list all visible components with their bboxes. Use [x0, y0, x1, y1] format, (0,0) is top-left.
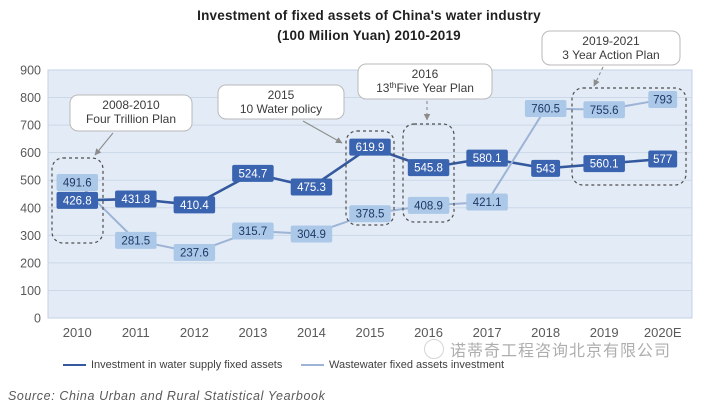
- data-label: 237.6: [180, 248, 209, 260]
- y-axis-tick-label: 100: [20, 284, 41, 298]
- y-axis-tick-label: 900: [20, 64, 41, 78]
- data-label-box: [648, 150, 678, 168]
- highlight-dashed-box: [571, 87, 687, 186]
- x-axis-tick-label: 2014: [297, 325, 326, 340]
- annotation-arrow: [94, 132, 114, 156]
- data-label: 281.5: [121, 235, 150, 247]
- data-label: 580.1: [473, 153, 502, 165]
- chart-title-line2: (100 Milion Yuan) 2010-2019: [277, 28, 461, 43]
- data-label-box: [173, 244, 216, 262]
- data-label-box: [349, 138, 391, 156]
- annotation-box: [357, 63, 493, 100]
- data-label-box: [290, 178, 333, 196]
- annotation-box: [541, 30, 681, 66]
- annotation-box: [217, 84, 345, 120]
- y-axis-tick-label: 700: [20, 119, 41, 133]
- data-label: 760.5: [531, 103, 560, 115]
- annotation-text-line2: 13thFive Year Plan: [376, 80, 474, 95]
- chart-legend: Investment in water supply fixed assets …: [0, 359, 702, 375]
- data-label: 421.1: [473, 197, 502, 209]
- x-axis-tick-label: 2016: [414, 325, 443, 340]
- source-note: Source: China Urban and Rural Statistica…: [8, 389, 326, 403]
- data-label: 475.3: [297, 182, 326, 194]
- annotation-text-line1: 2008-2010: [102, 98, 160, 112]
- data-label-box: [232, 222, 274, 240]
- x-axis-tick-label: 2010: [63, 325, 92, 340]
- y-axis-tick-label: 500: [20, 174, 41, 188]
- data-label: 431.8: [121, 194, 150, 206]
- data-label-box: [407, 196, 450, 214]
- y-axis-tick-label: 200: [20, 256, 41, 270]
- data-label-box: [466, 149, 508, 167]
- y-axis-tick-label: 300: [20, 229, 41, 243]
- chart-title: Investment of fixed assets of China's wa…: [0, 6, 702, 46]
- data-label: 577: [653, 154, 672, 166]
- data-label-box: [524, 99, 567, 117]
- annotation-text-line2: Four Trillion Plan: [86, 112, 176, 126]
- data-label: 378.5: [356, 209, 385, 221]
- x-axis-tick-label: 2018: [531, 325, 560, 340]
- data-label: 560.1: [590, 159, 619, 171]
- x-axis-tick-label: 2017: [473, 325, 502, 340]
- legend-swatch-water-supply: [63, 364, 86, 366]
- annotation-text-line1: 2016: [412, 67, 439, 81]
- highlight-dashed-box: [51, 157, 104, 244]
- x-axis-tick-label: 2013: [238, 325, 267, 340]
- legend-item-wastewater: Wastewater fixed assets investment: [301, 359, 504, 371]
- watermark-text: 诺蒂奇工程咨询北京有限公司: [450, 343, 672, 360]
- data-label: 543: [536, 163, 555, 175]
- data-label-box: [349, 205, 391, 223]
- y-axis-tick-label: 800: [20, 91, 41, 105]
- data-label: 426.8: [63, 195, 92, 207]
- annotation-box: [69, 94, 193, 132]
- data-label-box: [407, 159, 450, 177]
- annotation-text-line1: 2019-2021: [582, 34, 640, 48]
- data-label-box: [466, 193, 508, 211]
- annotation-text-line1: 2015: [268, 88, 295, 102]
- x-axis-tick-label: 2012: [180, 325, 209, 340]
- data-label: 408.9: [414, 200, 443, 212]
- investment-line-chart: 0 100 200 300 400 500 600 700 800 900 2010 2011 2012…: [20, 30, 693, 340]
- watermark: 诺蒂奇工程咨询北京有限公司: [424, 337, 671, 361]
- data-label-box: [56, 174, 99, 192]
- data-label: 755.6: [590, 105, 619, 117]
- legend-swatch-wastewater: [301, 364, 324, 366]
- x-axis-tick-label: 2011: [122, 325, 150, 340]
- data-label-box: [115, 231, 157, 249]
- data-label: 304.9: [297, 229, 326, 241]
- data-label: 524.7: [239, 168, 268, 180]
- data-label-box: [648, 90, 678, 108]
- legend-label-water-supply: Investment in water supply fixed assets: [91, 359, 283, 371]
- data-label-box: [115, 190, 157, 208]
- data-label: 410.4: [180, 200, 209, 212]
- highlight-dashed-box: [345, 130, 395, 226]
- chart-title-line1: Investment of fixed assets of China's wa…: [197, 8, 541, 23]
- data-label-box: [583, 101, 625, 119]
- x-axis-tick-label: 2019: [590, 325, 619, 340]
- data-label-box: [173, 196, 216, 214]
- data-label: 793: [653, 94, 672, 106]
- data-label: 491.6: [63, 178, 92, 190]
- watermark-logo-icon: [424, 339, 444, 359]
- data-label-box: [232, 164, 274, 182]
- data-label: 315.7: [239, 226, 268, 238]
- x-axis-tick-label: 2015: [356, 325, 385, 340]
- y-axis-tick-label: 400: [20, 201, 41, 215]
- data-label: 545.8: [414, 163, 443, 175]
- data-label-box: [56, 191, 99, 209]
- data-label-box: [290, 225, 333, 243]
- highlight-dashed-box: [402, 123, 455, 223]
- annotation-arrow: [302, 120, 343, 144]
- data-label-box: [583, 155, 625, 173]
- y-axis-tick-label: 0: [34, 312, 41, 326]
- legend-label-wastewater: Wastewater fixed assets investment: [329, 359, 505, 371]
- annotation-text-line2: 10 Water policy: [240, 102, 322, 116]
- annotation-text-line2: 3 Year Action Plan: [562, 48, 659, 62]
- x-axis-tick-label: 2020E: [644, 325, 682, 340]
- legend-item-water-supply: Investment in water supply fixed assets: [63, 359, 282, 371]
- data-label-box: [531, 159, 561, 177]
- data-label: 619.9: [356, 142, 385, 154]
- y-axis-tick-label: 600: [20, 146, 41, 160]
